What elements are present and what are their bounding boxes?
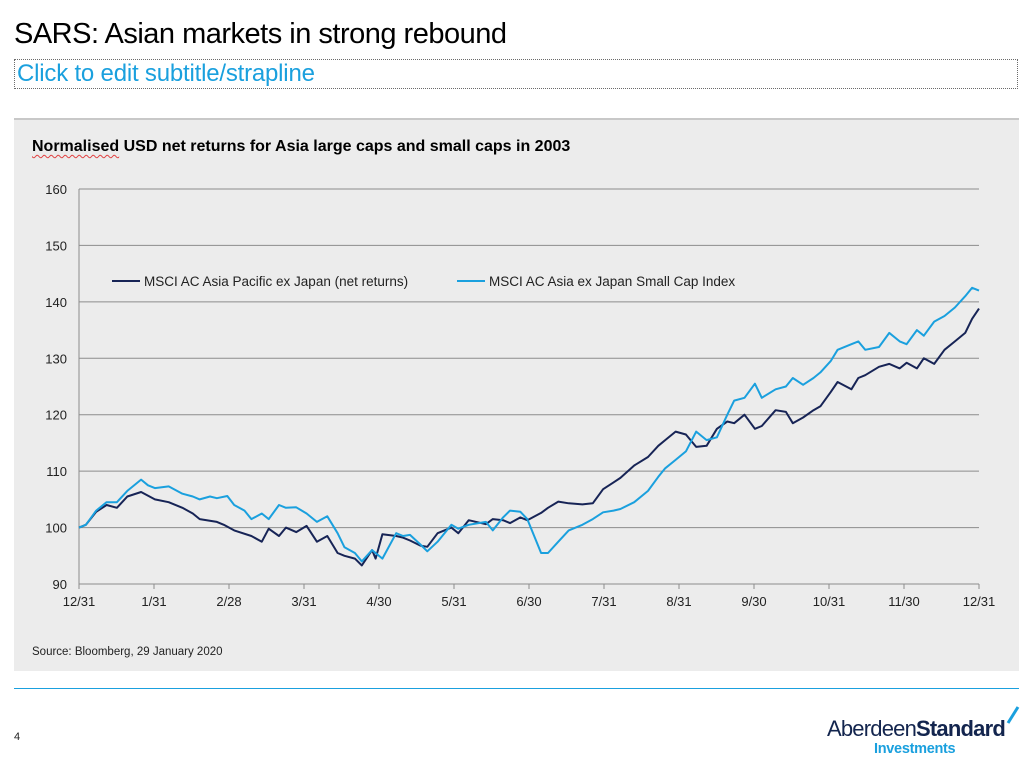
- chart-panel: [14, 120, 1019, 671]
- x-tick-label: 8/31: [666, 594, 691, 609]
- x-tick-label: 3/31: [291, 594, 316, 609]
- y-tick-label: 100: [45, 521, 67, 536]
- page-number: 4: [14, 731, 21, 743]
- x-tick-label: 11/30: [888, 594, 920, 609]
- y-tick-label: 140: [45, 295, 67, 310]
- y-tick-label: 90: [53, 577, 67, 592]
- y-tick-label: 150: [45, 238, 67, 253]
- logo-mark-icon: [1006, 706, 1020, 724]
- logo-word-light: Aberdeen: [827, 716, 917, 741]
- footer-rule: [14, 688, 1019, 689]
- legend-label-small_caps: MSCI AC Asia ex Japan Small Cap Index: [489, 274, 735, 289]
- y-tick-label: 110: [46, 464, 67, 479]
- x-tick-label: 12/31: [963, 594, 996, 609]
- subtitle-placeholder-box[interactable]: Click to edit subtitle/strapline: [14, 59, 1018, 89]
- chart-title: Normalised USD net returns for Asia larg…: [32, 138, 570, 156]
- logo-word-bold: Standard: [916, 716, 1006, 741]
- slide-title: SARS: Asian markets in strong rebound: [14, 18, 507, 50]
- x-tick-label: 12/31: [63, 594, 96, 609]
- series-line-small_caps: [78, 286, 980, 563]
- x-tick-label: 10/31: [813, 594, 846, 609]
- subtitle-placeholder-text[interactable]: Click to edit subtitle/strapline: [17, 60, 315, 87]
- x-tick-label: 5/31: [441, 594, 466, 609]
- x-tick-label: 6/30: [516, 594, 541, 609]
- x-tick-label: 1/31: [141, 594, 166, 609]
- x-tick-label: 2/28: [216, 594, 241, 609]
- x-tick-label: 7/31: [591, 594, 616, 609]
- x-tick-label: 4/30: [366, 594, 391, 609]
- chart-title-rest: USD net returns for Asia large caps and …: [119, 138, 571, 155]
- y-tick-label: 130: [45, 351, 67, 366]
- logo-wordmark: AberdeenStandard: [827, 716, 1006, 742]
- chart-panel-top-rule: [14, 118, 1019, 120]
- legend-label-large_caps: MSCI AC Asia Pacific ex Japan (net retur…: [144, 274, 408, 289]
- logo-subtitle: Investments: [874, 741, 956, 757]
- aberdeen-standard-logo: AberdeenStandard Investments: [822, 706, 1022, 760]
- series-line-large_caps: [78, 308, 980, 567]
- y-tick-label: 120: [45, 408, 67, 423]
- source-note: Source: Bloomberg, 29 January 2020: [32, 646, 223, 658]
- x-tick-label: 9/30: [741, 594, 766, 609]
- chart-title-underlined-word: Normalised: [32, 138, 120, 155]
- y-tick-label: 160: [45, 182, 67, 197]
